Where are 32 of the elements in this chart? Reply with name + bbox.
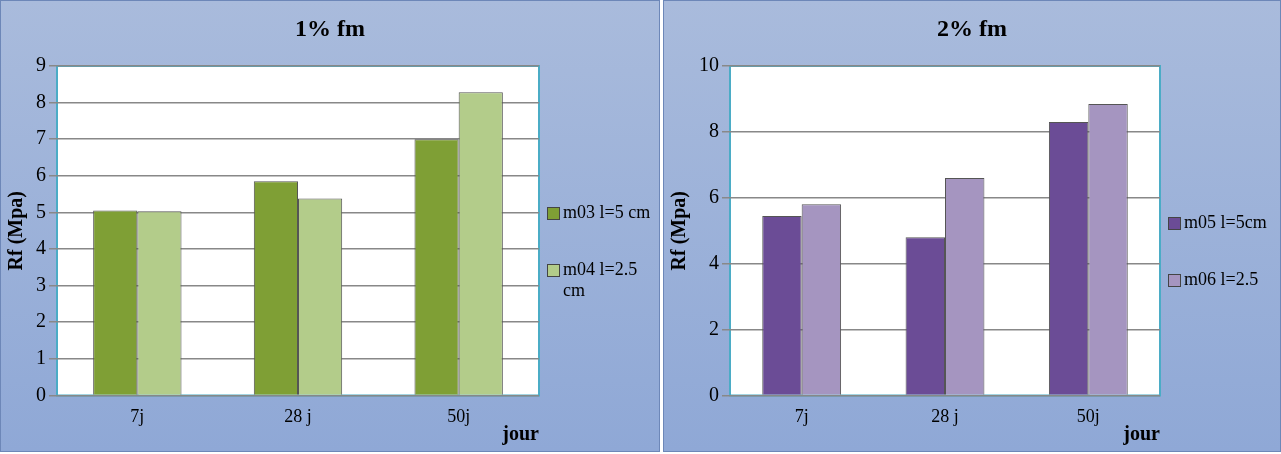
- y-tick-label: 4: [709, 250, 719, 273]
- chart-title: 1% fm: [294, 15, 366, 42]
- y-tick-label: 0: [36, 382, 46, 405]
- legend-label: m04 l=2.5 cm: [563, 258, 639, 301]
- y-tick-label: 10: [699, 53, 719, 76]
- y-tick-label: 6: [36, 163, 46, 186]
- y-axis-title: Rf (Mpa): [667, 190, 691, 271]
- y-tick-label: 6: [709, 185, 719, 208]
- x-tick-label: 50j: [447, 405, 471, 426]
- y-tick-label: 5: [36, 199, 46, 222]
- legend-label: m03 l=5 cm: [563, 201, 651, 223]
- x-tick-label: 28 j: [284, 405, 312, 426]
- y-tick-label: 1: [36, 346, 46, 369]
- x-tick-label: 28 j: [931, 405, 959, 426]
- y-tick-label: 8: [709, 119, 719, 142]
- y-tick-label: 0: [709, 382, 719, 405]
- y-axis-title: Rf (Mpa): [4, 190, 28, 271]
- y-tick-label: 7: [36, 126, 46, 149]
- y-tick-label: 2: [709, 316, 719, 339]
- x-tick-label: 7j: [130, 405, 145, 426]
- x-tick-label: 50j: [1076, 405, 1100, 426]
- x-axis-title: jour: [1122, 422, 1161, 446]
- y-tick-label: 4: [36, 236, 46, 259]
- legend-label: m05 l=5cm: [1184, 212, 1267, 233]
- y-tick-label: 8: [36, 89, 46, 112]
- y-tick-label: 2: [36, 309, 46, 332]
- x-tick-label: 7j: [794, 405, 809, 426]
- y-tick-label: 3: [36, 272, 46, 295]
- x-axis-title: jour: [501, 422, 540, 446]
- y-tick-label: 9: [36, 53, 46, 76]
- legend-label: m06 l=2.5: [1184, 269, 1259, 290]
- chart-title: 2% fm: [936, 15, 1008, 42]
